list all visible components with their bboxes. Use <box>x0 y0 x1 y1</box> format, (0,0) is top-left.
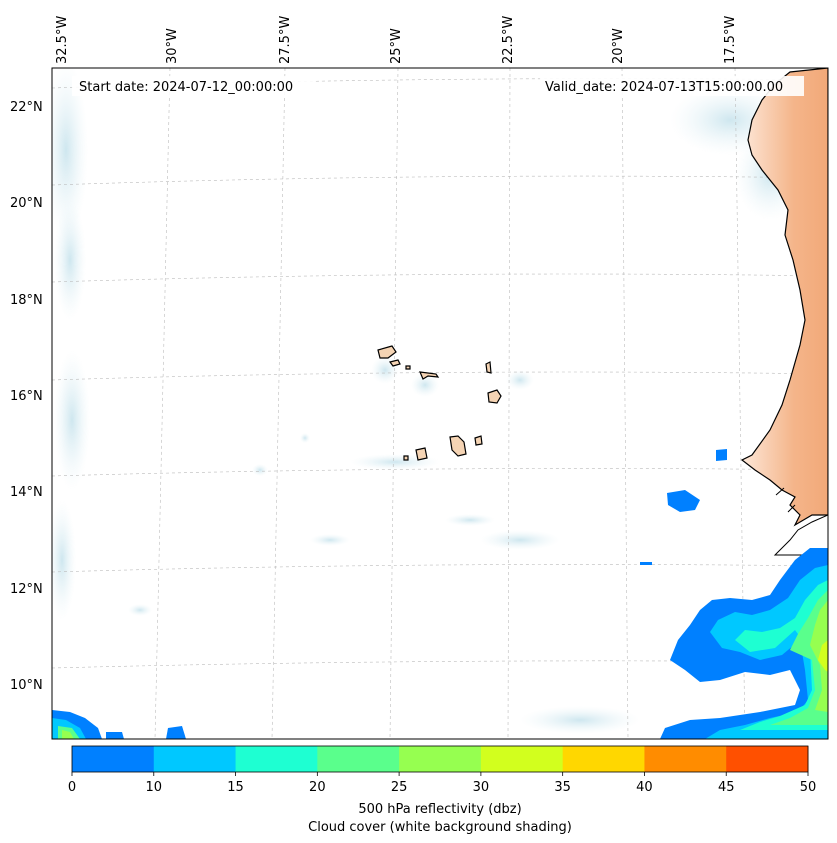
colorbar-segment <box>562 746 645 772</box>
colorbar-segment <box>644 746 727 772</box>
latitude-labels: 22°N 20°N 18°N 16°N 14°N 12°N 10°N <box>10 100 43 693</box>
longitude-labels: 32.5°W 30°W 27.5°W 25°W 22.5°W 20°W 17.5… <box>55 16 738 64</box>
lat-label-16n: 16°N <box>10 389 43 404</box>
colorbar-tick-label: 0 <box>68 780 76 795</box>
lon-label-25w: 25°W <box>389 28 404 64</box>
mainland-west-africa <box>740 68 828 527</box>
colorbar-tick-label: 10 <box>146 780 163 795</box>
colorbar-frame <box>71 745 809 773</box>
lon-label-32-5w: 32.5°W <box>55 16 70 64</box>
lon-label-20w: 20°W <box>611 28 626 64</box>
start-date-label: Start date: 2024-07-12_00:00:00 <box>79 80 293 95</box>
colorbar-segment <box>726 746 809 772</box>
lat-label-10n: 10°N <box>10 678 43 693</box>
lon-label-27-5w: 27.5°W <box>278 16 293 64</box>
lat-label-14n: 14°N <box>10 485 43 500</box>
colorbar-segment <box>480 746 564 772</box>
colorbar <box>71 745 809 773</box>
colorbar-segment <box>235 746 318 772</box>
lon-label-30w: 30°W <box>165 28 180 64</box>
colorbar-segment <box>317 746 400 772</box>
lat-label-22n: 22°N <box>10 100 43 115</box>
colorbar-tick-label: 35 <box>554 780 571 795</box>
colorbar-label-cloud-cover: Cloud cover (white background shading) <box>308 820 572 835</box>
lat-label-12n: 12°N <box>10 582 43 597</box>
colorbar-tick-label: 25 <box>391 780 408 795</box>
colorbar-tick-label: 50 <box>800 780 817 795</box>
colorbar-tick-label: 45 <box>718 780 735 795</box>
lat-label-20n: 20°N <box>10 196 43 211</box>
reflectivity-cells <box>52 449 828 739</box>
colorbar-tick-label: 40 <box>636 780 653 795</box>
colorbar-tick-label: 30 <box>473 780 490 795</box>
map-panel: Start date: 2024-07-12_00:00:00 Valid_da… <box>52 68 828 739</box>
lat-label-18n: 18°N <box>10 293 43 308</box>
cape-verde-islands <box>377 345 502 461</box>
lon-label-17-5w: 17.5°W <box>723 16 738 64</box>
colorbar-segment <box>153 746 237 772</box>
colorbar-tick-label: 20 <box>309 780 326 795</box>
map-frame <box>51 67 829 740</box>
valid-date-label: Valid_date: 2024-07-13T15:00:00.00 <box>545 80 783 95</box>
colorbar-segment <box>72 746 155 772</box>
colorbar-tick-label: 15 <box>227 780 244 795</box>
lon-label-22-5w: 22.5°W <box>501 16 516 64</box>
colorbar-ticks: 0 10 15 20 25 30 35 40 45 50 <box>68 772 816 795</box>
colorbar-segment <box>399 746 482 772</box>
colorbar-label-reflectivity: 500 hPa reflectivity (dbz) <box>358 802 521 817</box>
